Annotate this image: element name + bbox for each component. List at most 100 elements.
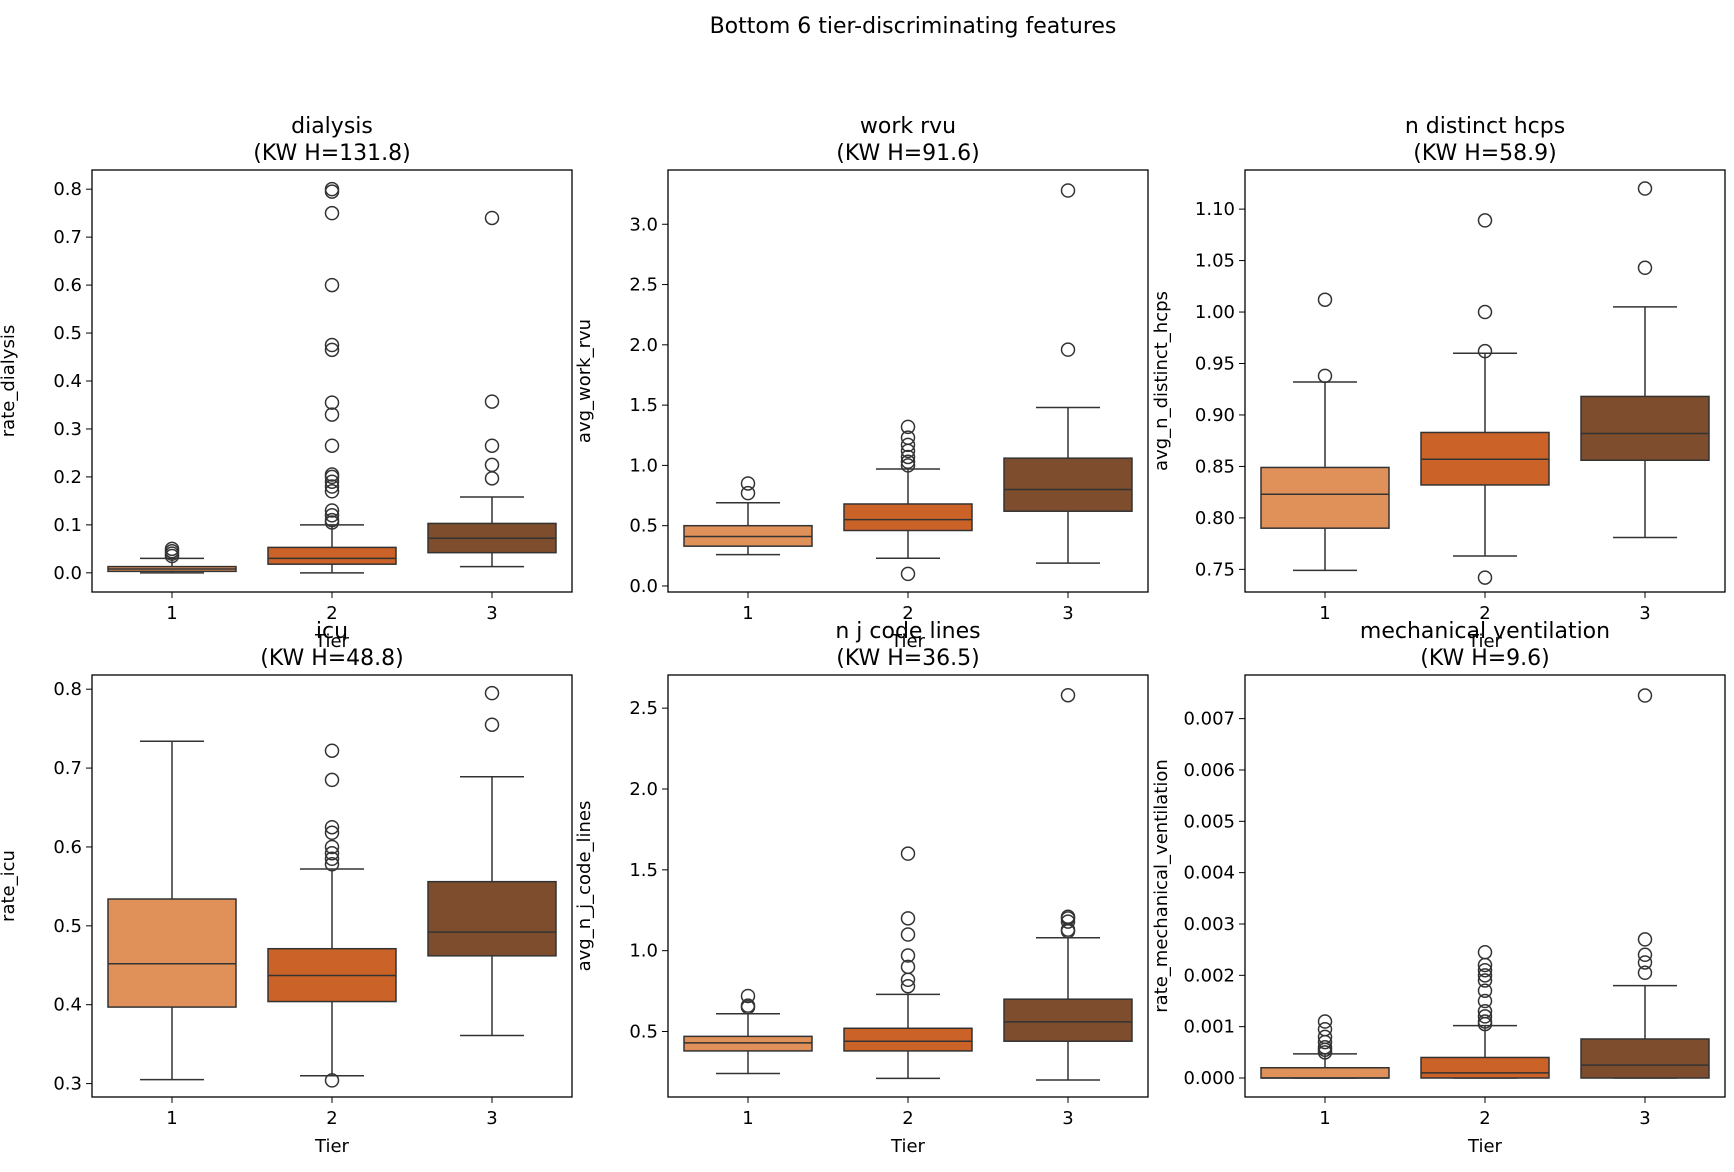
- subplot-title: work rvu: [860, 114, 956, 139]
- outlier-point: [324, 851, 340, 867]
- box-tier-3: [1003, 687, 1133, 1081]
- outlier-point: [324, 337, 340, 353]
- outlier-point: [484, 457, 500, 473]
- subplot-3: n distinct hcps(KW H=58.9) 0.75 0.80 0.85 0.…: [1151, 114, 1726, 652]
- subplot-title: icu: [316, 619, 348, 644]
- y-tick-label: 1.05: [1195, 251, 1235, 272]
- outlier-point: [1477, 968, 1493, 983]
- box-iqr: [1420, 1056, 1550, 1079]
- subplot-6: mechanical ventilation(KW H=9.6) 0.000 0.0…: [1151, 619, 1726, 1157]
- x-axis-label: Tier: [1467, 1136, 1503, 1157]
- outlier-point: [900, 978, 916, 994]
- x-tick-label: 3: [1639, 603, 1650, 624]
- outlier-point: [324, 839, 340, 855]
- outlier-point: [1317, 1029, 1333, 1045]
- x-tick-label: 2: [326, 1108, 337, 1129]
- x-tick-label: 3: [1062, 603, 1073, 624]
- box-iqr: [1003, 998, 1133, 1042]
- outlier-point: [324, 277, 340, 293]
- y-tick-label: 3.0: [629, 214, 658, 235]
- x-axis-label: Tier: [314, 631, 350, 652]
- box-iqr: [1580, 395, 1710, 462]
- y-axis-label: avg_n_distinct_hcps: [1151, 291, 1172, 471]
- figure-title: Bottom 6 tier-discriminating features: [710, 14, 1117, 39]
- y-tick-label: 1.5: [629, 395, 658, 416]
- y-tick-label: 2.5: [629, 275, 658, 296]
- outlier-point: [1637, 955, 1653, 970]
- x-tick-label: 1: [166, 603, 177, 624]
- y-tick-label: 0.95: [1195, 354, 1235, 375]
- outlier-point: [324, 467, 340, 482]
- x-axis-label: Tier: [890, 1136, 926, 1157]
- subplot-4: icu(KW H=48.8) 0.3 0.4 0.5 0.6 0.7 0.8 rate_icu…: [0, 619, 573, 1157]
- axes-frame: [91, 169, 573, 593]
- outlier-point: [324, 395, 340, 410]
- axes-frame: [667, 674, 1149, 1098]
- x-axis-label: Tier: [890, 631, 926, 652]
- y-axis-label: rate_mechanical_ventilation: [1151, 759, 1172, 1013]
- outlier-point: [1317, 1039, 1333, 1055]
- y-axis-label: avg_work_rvu: [574, 319, 595, 443]
- y-tick-label: 2.5: [629, 698, 658, 719]
- box-tier-1: [683, 988, 813, 1075]
- y-tick-label: 2.0: [629, 779, 658, 800]
- subplot-2: work rvu(KW H=91.6) 0.0 0.5 1.0 1.5 2.0 2.5 3.0…: [574, 114, 1149, 652]
- outlier-point: [1477, 983, 1493, 998]
- x-tick-label: 1: [166, 1108, 177, 1129]
- y-tick-label: 0.1: [53, 515, 82, 536]
- outlier-point: [1637, 932, 1653, 947]
- x-tick-label: 3: [1062, 1108, 1073, 1129]
- outlier-point: [324, 503, 340, 518]
- outlier-point: [1477, 213, 1493, 228]
- y-tick-label: 0.001: [1183, 1017, 1235, 1038]
- x-tick-label: 2: [902, 603, 913, 624]
- x-tick-label: 1: [742, 603, 753, 624]
- y-tick-label: 0.3: [53, 419, 82, 440]
- box-iqr: [1260, 466, 1390, 529]
- outlier-point: [740, 485, 756, 501]
- y-tick-label: 0.7: [53, 227, 82, 248]
- outlier-point: [1060, 909, 1076, 924]
- y-tick-label: 0.90: [1195, 405, 1235, 426]
- outlier-point: [324, 1073, 340, 1088]
- outlier-point: [740, 998, 756, 1013]
- outlier-point: [324, 846, 340, 861]
- y-tick-label: 0.0: [629, 576, 658, 597]
- y-tick-label: 0.5: [629, 516, 658, 537]
- y-axis-label: rate_icu: [0, 850, 19, 922]
- y-tick-label: 0.6: [53, 275, 82, 296]
- y-tick-label: 0.006: [1183, 760, 1235, 781]
- outlier-point: [1060, 183, 1076, 198]
- y-tick-label: 0.75: [1195, 559, 1235, 580]
- box-iqr: [1260, 1066, 1390, 1079]
- y-tick-label: 1.00: [1195, 302, 1235, 323]
- box-iqr: [843, 503, 973, 532]
- subplot-subtitle: (KW H=131.8): [253, 141, 411, 166]
- y-tick-label: 0.6: [53, 837, 82, 858]
- y-tick-label: 0.005: [1183, 811, 1235, 832]
- outlier-point: [324, 479, 340, 494]
- y-tick-label: 0.5: [629, 1022, 658, 1043]
- y-tick-label: 0.8: [53, 179, 82, 200]
- outlier-point: [1637, 181, 1653, 196]
- box-tier-2: [843, 846, 973, 1080]
- box-tier-1: [683, 476, 813, 556]
- outlier-point: [740, 988, 756, 1004]
- outlier-point: [1637, 260, 1653, 276]
- x-axis-label: Tier: [314, 1136, 350, 1157]
- y-tick-label: 0.000: [1183, 1068, 1235, 1089]
- box-tier-3: [427, 685, 557, 1037]
- x-tick-label: 2: [1479, 603, 1490, 624]
- subplot-1: dialysis(KW H=131.8) 0.0 0.1 0.2 0.3 0.4 0.5 0.…: [0, 114, 573, 652]
- y-tick-label: 1.5: [629, 860, 658, 881]
- outlier-point: [1317, 1014, 1333, 1029]
- outlier-point: [1317, 1021, 1333, 1037]
- y-tick-label: 0.3: [53, 1074, 82, 1095]
- outlier-point: [324, 743, 340, 758]
- x-tick-label: 3: [486, 603, 497, 624]
- outlier-point: [324, 205, 340, 221]
- outlier-point: [324, 857, 340, 872]
- outlier-point: [324, 484, 340, 499]
- box-tier-2: [1420, 944, 1550, 1079]
